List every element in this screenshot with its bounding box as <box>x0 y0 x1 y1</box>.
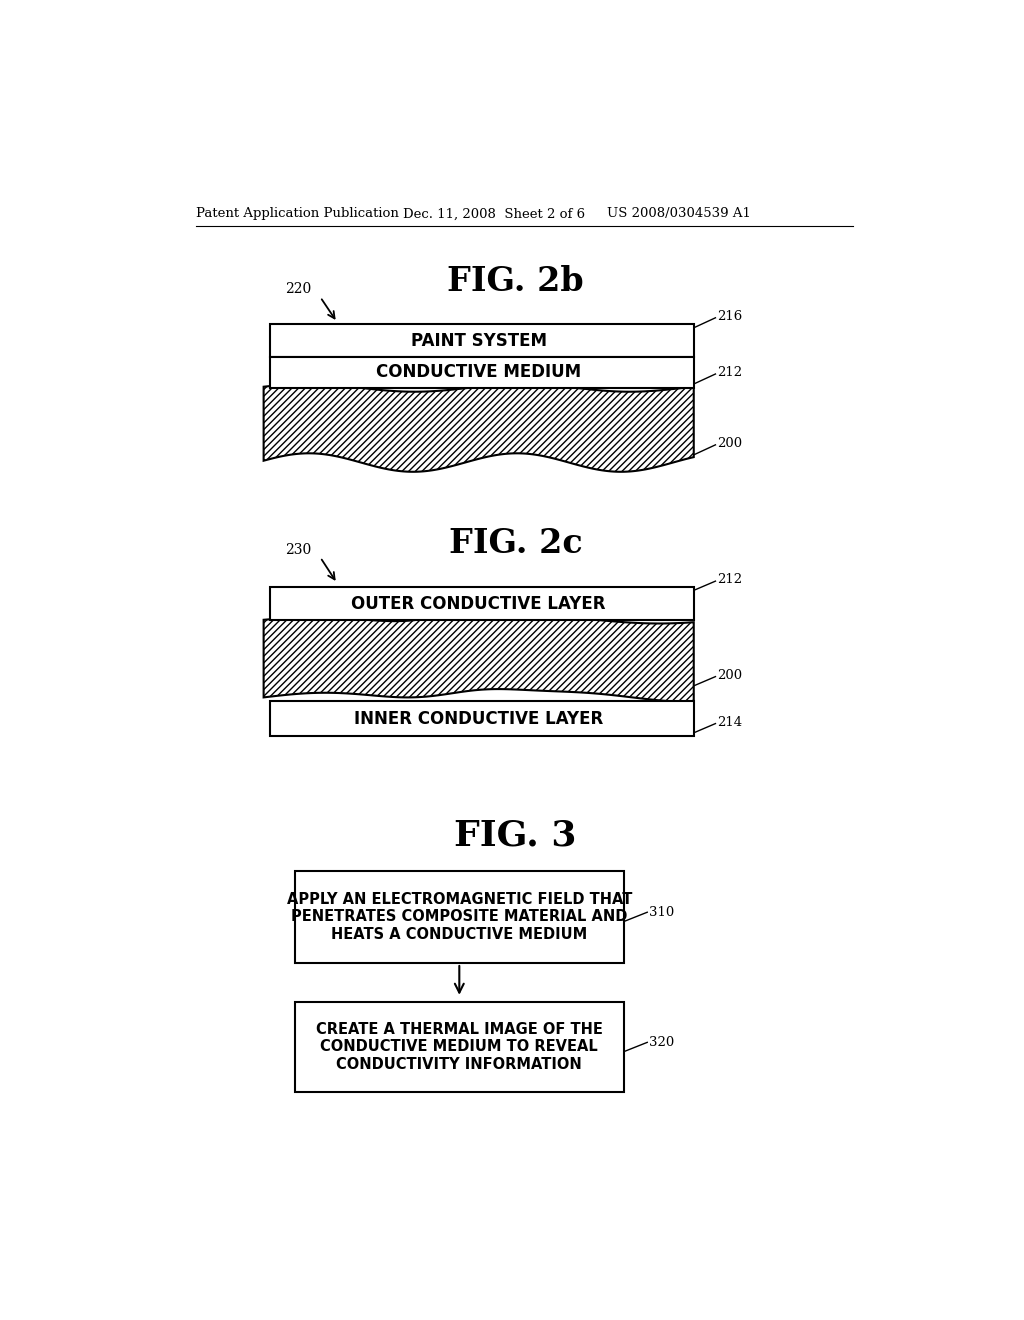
Bar <box>295 1002 624 1093</box>
Text: OUTER CONDUCTIVE LAYER: OUTER CONDUCTIVE LAYER <box>351 595 606 612</box>
Polygon shape <box>270 587 693 620</box>
Polygon shape <box>270 323 693 358</box>
Text: 230: 230 <box>286 543 311 557</box>
Text: 310: 310 <box>649 906 674 919</box>
Text: FIG. 2c: FIG. 2c <box>449 527 583 560</box>
Bar <box>295 871 624 964</box>
Text: PAINT SYSTEM: PAINT SYSTEM <box>411 331 547 350</box>
Text: APPLY AN ELECTROMAGNETIC FIELD THAT
PENETRATES COMPOSITE MATERIAL AND
HEATS A CO: APPLY AN ELECTROMAGNETIC FIELD THAT PENE… <box>287 892 632 941</box>
Text: 200: 200 <box>717 437 742 450</box>
Text: FIG. 2b: FIG. 2b <box>447 265 584 298</box>
Polygon shape <box>270 701 693 737</box>
Text: 214: 214 <box>717 715 742 729</box>
Text: 212: 212 <box>717 573 742 586</box>
Text: 320: 320 <box>649 1036 674 1049</box>
Polygon shape <box>263 607 693 702</box>
Text: 200: 200 <box>717 668 742 681</box>
Polygon shape <box>263 384 693 471</box>
Text: 216: 216 <box>717 310 742 323</box>
Text: FIG. 3: FIG. 3 <box>455 818 577 853</box>
Text: US 2008/0304539 A1: US 2008/0304539 A1 <box>607 207 751 220</box>
Text: CREATE A THERMAL IMAGE OF THE
CONDUCTIVE MEDIUM TO REVEAL
CONDUCTIVITY INFORMATI: CREATE A THERMAL IMAGE OF THE CONDUCTIVE… <box>315 1022 603 1072</box>
Text: Dec. 11, 2008  Sheet 2 of 6: Dec. 11, 2008 Sheet 2 of 6 <box>403 207 586 220</box>
Text: 220: 220 <box>286 282 311 296</box>
Text: 212: 212 <box>717 366 742 379</box>
Polygon shape <box>270 358 693 388</box>
Text: Patent Application Publication: Patent Application Publication <box>197 207 399 220</box>
Text: CONDUCTIVE MEDIUM: CONDUCTIVE MEDIUM <box>376 363 582 381</box>
Text: INNER CONDUCTIVE LAYER: INNER CONDUCTIVE LAYER <box>354 710 603 727</box>
